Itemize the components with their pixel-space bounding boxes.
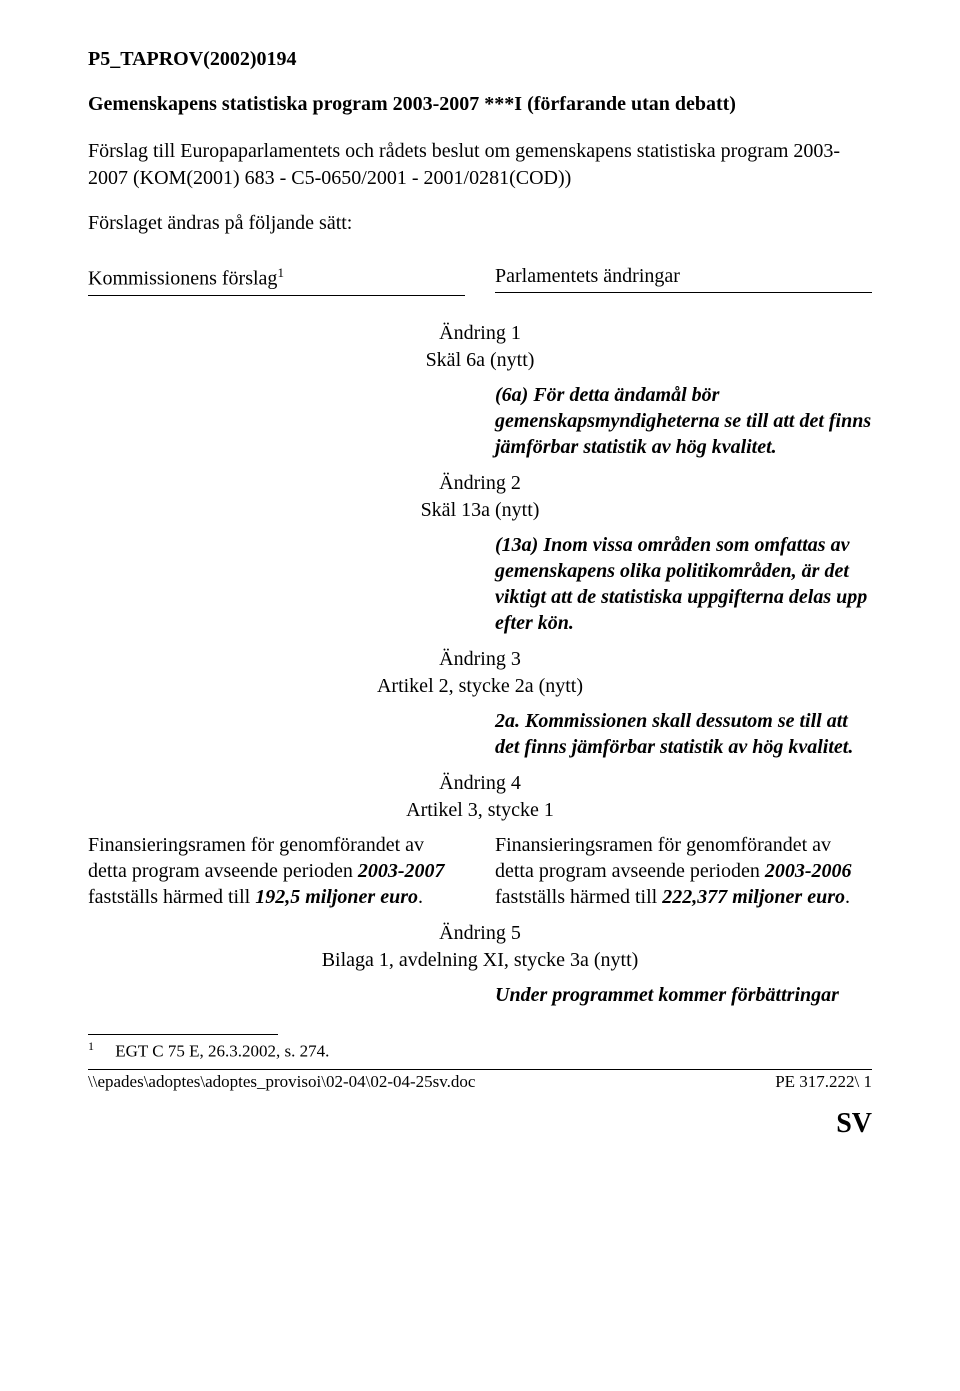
column-headers: Kommissionens förslag1 Parlamentets ändr… [88,265,872,312]
amendment-heading: Ändring 3 Artikel 2, stycke 2a (nytt) [88,646,872,700]
language-mark: SV [88,1108,872,1140]
footnote: 1 EGT C 75 E, 26.3.2002, s. 274. [88,1039,872,1062]
footnote-ref: 1 [277,265,284,280]
amendment-body: (6a) För detta ändamål bör gemenskapsmyn… [88,382,872,460]
footer-right: PE 317.222\ 1 [775,1072,872,1092]
amendment-left [88,532,465,636]
amendment-right: (13a) Inom vissa områden som omfattas av… [495,532,872,636]
amendment-body: Under programmet kommer förbättringar [88,982,872,1008]
a4-left-b1: 2003-2007 [358,860,445,882]
amendment-heading: Ändring 4 Artikel 3, stycke 1 [88,770,872,824]
amendment-right: 2a. Kommissionen skall dessutom se till … [495,708,872,760]
a4-left-b2: 192,5 miljoner euro [255,886,418,908]
amendment-body: 2a. Kommissionen skall dessutom se till … [88,708,872,760]
proposal-line: Förslag till Europaparlamentets och råde… [88,138,872,192]
amendment-heading: Ändring 1 Skäl 6a (nytt) [88,320,872,374]
left-col-label: Kommissionens förslag [88,268,277,290]
footnote-num: 1 [88,1039,94,1053]
amendment-left: Finansieringsramen för genomförandet av … [88,832,465,910]
page-footer: \\epades\adoptes\adoptes_provisoi\02-04\… [88,1070,872,1092]
amendment-left [88,382,465,460]
amendment-heading: Ändring 5 Bilaga 1, avdelning XI, stycke… [88,920,872,974]
a4-left-mid: fastställs härmed till [88,886,255,908]
amendment-heading: Ändring 2 Skäl 13a (nytt) [88,470,872,524]
a4-right-b1: 2003-2006 [765,860,852,882]
amendment-right: Under programmet kommer förbättringar [495,982,872,1008]
right-column-header: Parlamentets ändringar [495,265,872,293]
left-column-header: Kommissionens förslag1 [88,265,465,296]
a4-left-post: . [418,886,423,908]
amended-line: Förslaget ändras på följande sätt: [88,212,872,235]
a4-right-mid: fastställs härmed till [495,886,662,908]
amendment-left [88,708,465,760]
amendment-right: Finansieringsramen för genomförandet av … [495,832,872,910]
document-title: Gemenskapens statistiska program 2003-20… [88,93,872,116]
document-id: P5_TAPROV(2002)0194 [88,48,872,71]
page-container: P5_TAPROV(2002)0194 Gemenskapens statist… [0,0,960,1391]
footnote-text: EGT C 75 E, 26.3.2002, s. 274. [115,1041,329,1060]
footer-left: \\epades\adoptes\adoptes_provisoi\02-04\… [88,1072,475,1092]
amendment-left [88,982,465,1008]
amendment-body: Finansieringsramen för genomförandet av … [88,832,872,910]
footnote-separator [88,1034,278,1035]
a4-right-b2: 222,377 miljoner euro [662,886,845,908]
amendment-body: (13a) Inom vissa områden som omfattas av… [88,532,872,636]
a4-right-post: . [845,886,850,908]
amendment-right: (6a) För detta ändamål bör gemenskapsmyn… [495,382,872,460]
